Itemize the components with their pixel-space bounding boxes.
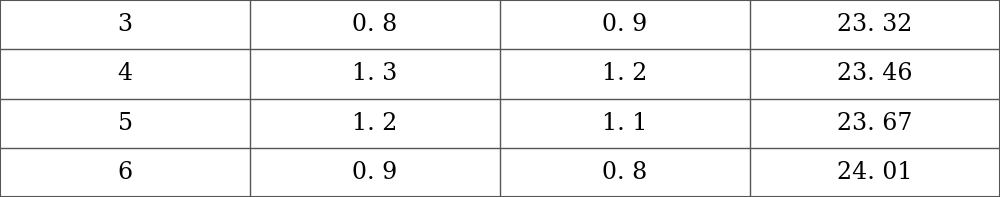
Text: 23. 46: 23. 46 [837, 62, 913, 85]
Text: 0. 9: 0. 9 [352, 161, 398, 184]
Text: 5: 5 [118, 112, 132, 135]
Text: 1. 2: 1. 2 [352, 112, 398, 135]
Text: 23. 32: 23. 32 [837, 13, 913, 36]
Text: 1. 3: 1. 3 [352, 62, 398, 85]
Text: 0. 8: 0. 8 [352, 13, 398, 36]
Text: 0. 8: 0. 8 [602, 161, 648, 184]
Text: 4: 4 [117, 62, 133, 85]
Text: 6: 6 [117, 161, 133, 184]
Text: 23. 67: 23. 67 [837, 112, 913, 135]
Text: 0. 9: 0. 9 [602, 13, 648, 36]
Text: 24. 01: 24. 01 [837, 161, 913, 184]
Text: 1. 1: 1. 1 [602, 112, 648, 135]
Text: 3: 3 [118, 13, 132, 36]
Text: 1. 2: 1. 2 [602, 62, 648, 85]
